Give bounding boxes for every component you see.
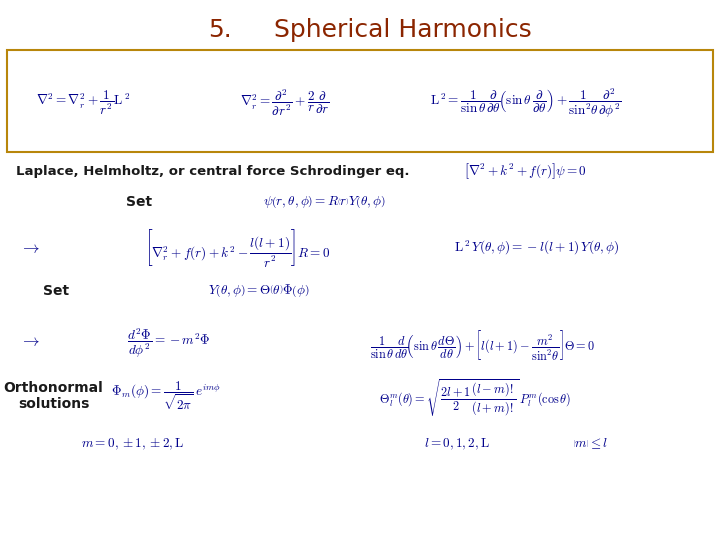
Text: $\left[\nabla^2 + k^2 + f(r)\right]\psi = 0$: $\left[\nabla^2 + k^2 + f(r)\right]\psi … <box>464 161 587 181</box>
Text: Orthonormal
solutions: Orthonormal solutions <box>4 381 104 411</box>
Text: $\mathrm{L}^{\,2}\,Y(\theta,\phi) = -l(l+1)\,Y(\theta,\phi)$: $\mathrm{L}^{\,2}\,Y(\theta,\phi) = -l(l… <box>454 239 619 258</box>
Text: $\rightarrow$: $\rightarrow$ <box>20 239 41 258</box>
Text: $\left[\nabla_r^2 + f(r) + k^2 - \dfrac{l(l+1)}{r^2}\right]R = 0$: $\left[\nabla_r^2 + f(r) + k^2 - \dfrac{… <box>145 228 330 269</box>
Text: Spherical Harmonics: Spherical Harmonics <box>274 18 532 42</box>
Text: Set: Set <box>43 284 69 298</box>
Text: $Y\left(\theta,\phi\right) = \Theta\left(\theta\right)\Phi\left(\phi\right)$: $Y\left(\theta,\phi\right) = \Theta\left… <box>209 282 310 299</box>
Text: $\Theta_l^m(\theta) = \sqrt{\dfrac{2l+1}{2}\dfrac{(l-m)!}{(l+m)!}}\,P_l^m(\cos\t: $\Theta_l^m(\theta) = \sqrt{\dfrac{2l+1}… <box>379 377 571 420</box>
Text: Set: Set <box>126 195 152 210</box>
Text: $\nabla_r^2 = \dfrac{\partial^2}{\partial r^2} + \dfrac{2}{r}\dfrac{\partial}{\p: $\nabla_r^2 = \dfrac{\partial^2}{\partia… <box>240 87 329 118</box>
Text: Laplace, Helmholtz, or central force Schrodinger eq.: Laplace, Helmholtz, or central force Sch… <box>16 165 410 178</box>
Text: $\dfrac{1}{\sin\theta}\dfrac{d}{d\theta}\!\left(\sin\theta\,\dfrac{d\Theta}{d\th: $\dfrac{1}{\sin\theta}\dfrac{d}{d\theta}… <box>370 328 595 361</box>
Text: $\Phi_m(\phi) = \dfrac{1}{\sqrt{2\pi}}\,e^{im\phi}$: $\Phi_m(\phi) = \dfrac{1}{\sqrt{2\pi}}\,… <box>111 379 220 413</box>
Text: $m = 0, \pm 1, \pm 2, \mathrm{L}$: $m = 0, \pm 1, \pm 2, \mathrm{L}$ <box>81 436 185 451</box>
Text: $\psi\left(r,\theta,\phi\right) = R\left(r\right)Y\left(\theta,\phi\right)$: $\psi\left(r,\theta,\phi\right) = R\left… <box>263 194 385 211</box>
Text: $\mathrm{L}^{\,2} = \dfrac{1}{\sin\theta}\dfrac{\partial}{\partial\theta}\!\left: $\mathrm{L}^{\,2} = \dfrac{1}{\sin\theta… <box>430 86 621 119</box>
Text: $l = 0, 1, 2, \mathrm{L}$: $l = 0, 1, 2, \mathrm{L}$ <box>424 436 490 451</box>
FancyBboxPatch shape <box>7 50 713 152</box>
Text: 5.: 5. <box>208 18 231 42</box>
Text: $\left|m\right| \leq l$: $\left|m\right| \leq l$ <box>572 436 608 451</box>
Text: $\nabla^2 = \nabla_r^2 + \dfrac{1}{r^2}\mathrm{L}^{\,2}$: $\nabla^2 = \nabla_r^2 + \dfrac{1}{r^2}\… <box>36 89 130 117</box>
Text: $\dfrac{d^2\Phi}{d\phi^2} = -m^2\Phi$: $\dfrac{d^2\Phi}{d\phi^2} = -m^2\Phi$ <box>127 326 211 360</box>
Text: $\rightarrow$: $\rightarrow$ <box>20 332 41 350</box>
